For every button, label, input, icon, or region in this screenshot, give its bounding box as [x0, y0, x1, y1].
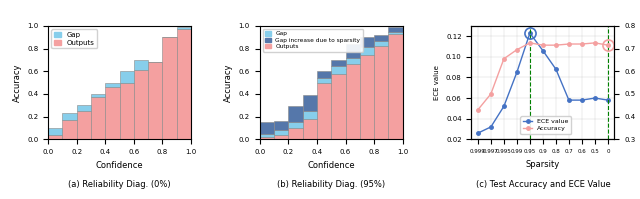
ECE value	[526, 32, 534, 34]
ECE value	[552, 68, 560, 70]
Legend: Gap, Outputs: Gap, Outputs	[51, 29, 97, 48]
Bar	[91, 94, 105, 97]
Bar	[77, 105, 91, 111]
Bar	[332, 66, 346, 73]
Bar	[388, 27, 403, 31]
Line: ECE value: ECE value	[476, 31, 610, 135]
Bar	[374, 46, 388, 139]
Y-axis label: ECE value: ECE value	[435, 65, 440, 100]
Line: Accuracy: Accuracy	[476, 41, 610, 112]
Bar	[148, 62, 163, 139]
ECE value	[487, 126, 495, 128]
Accuracy	[565, 43, 573, 45]
Bar	[374, 41, 388, 46]
Legend: Gap, Gap increase due to sparsity, Outputs: Gap, Gap increase due to sparsity, Outpu…	[262, 29, 363, 52]
Accuracy	[578, 43, 586, 45]
Bar	[288, 122, 303, 128]
Bar	[91, 97, 105, 139]
ECE value	[565, 99, 573, 101]
X-axis label: Confidence: Confidence	[307, 161, 355, 170]
Bar	[374, 35, 388, 41]
Bar	[332, 60, 346, 66]
Bar	[274, 135, 288, 139]
ECE value	[513, 71, 521, 73]
Bar	[260, 122, 274, 134]
Bar	[346, 44, 360, 58]
X-axis label: Confidence: Confidence	[96, 161, 143, 170]
Bar	[332, 73, 346, 139]
Bar	[288, 128, 303, 139]
Text: (a) Reliability Diag. (0%): (a) Reliability Diag. (0%)	[68, 180, 171, 189]
Bar	[317, 83, 332, 139]
Bar	[163, 37, 177, 139]
Bar	[134, 60, 148, 70]
Text: (c) Test Accuracy and ECE Value: (c) Test Accuracy and ECE Value	[476, 180, 611, 189]
Y-axis label: Accuracy: Accuracy	[224, 63, 233, 102]
ECE value	[474, 132, 482, 134]
Accuracy	[604, 44, 612, 46]
ECE value	[578, 99, 586, 101]
Bar	[120, 83, 134, 139]
Bar	[260, 137, 274, 139]
ECE value	[500, 105, 508, 107]
ECE value	[539, 49, 547, 52]
Y-axis label: Accuracy: Accuracy	[12, 63, 22, 102]
Bar	[360, 55, 374, 139]
Accuracy	[591, 42, 599, 44]
Bar	[274, 121, 288, 130]
Accuracy	[513, 49, 521, 51]
Accuracy	[500, 58, 508, 60]
ECE value	[591, 97, 599, 99]
Bar	[303, 111, 317, 119]
Bar	[62, 120, 77, 139]
Bar	[388, 34, 403, 139]
Bar	[77, 111, 91, 139]
Accuracy	[526, 42, 534, 44]
Accuracy	[487, 93, 495, 95]
Bar	[388, 32, 403, 34]
Bar	[288, 106, 303, 122]
Accuracy	[552, 44, 560, 46]
Bar	[177, 27, 191, 29]
Bar	[48, 135, 62, 139]
Legend: ECE value, Accuracy: ECE value, Accuracy	[520, 116, 571, 134]
Bar	[105, 83, 120, 87]
Bar	[105, 87, 120, 139]
ECE value	[604, 99, 612, 101]
Bar	[120, 71, 134, 83]
Bar	[346, 58, 360, 64]
Accuracy	[474, 109, 482, 111]
Bar	[360, 47, 374, 55]
X-axis label: Sparsity: Sparsity	[525, 160, 560, 169]
Bar	[360, 37, 374, 47]
Bar	[177, 29, 191, 139]
Bar	[134, 70, 148, 139]
Bar	[274, 130, 288, 135]
Bar	[317, 71, 332, 78]
Bar	[62, 113, 77, 120]
Bar	[260, 134, 274, 137]
Bar	[317, 78, 332, 83]
Bar	[303, 95, 317, 111]
Text: (b) Reliability Diag. (95%): (b) Reliability Diag. (95%)	[277, 180, 385, 189]
Bar	[303, 119, 317, 139]
Bar	[48, 128, 62, 135]
Bar	[346, 64, 360, 139]
Accuracy	[539, 44, 547, 46]
